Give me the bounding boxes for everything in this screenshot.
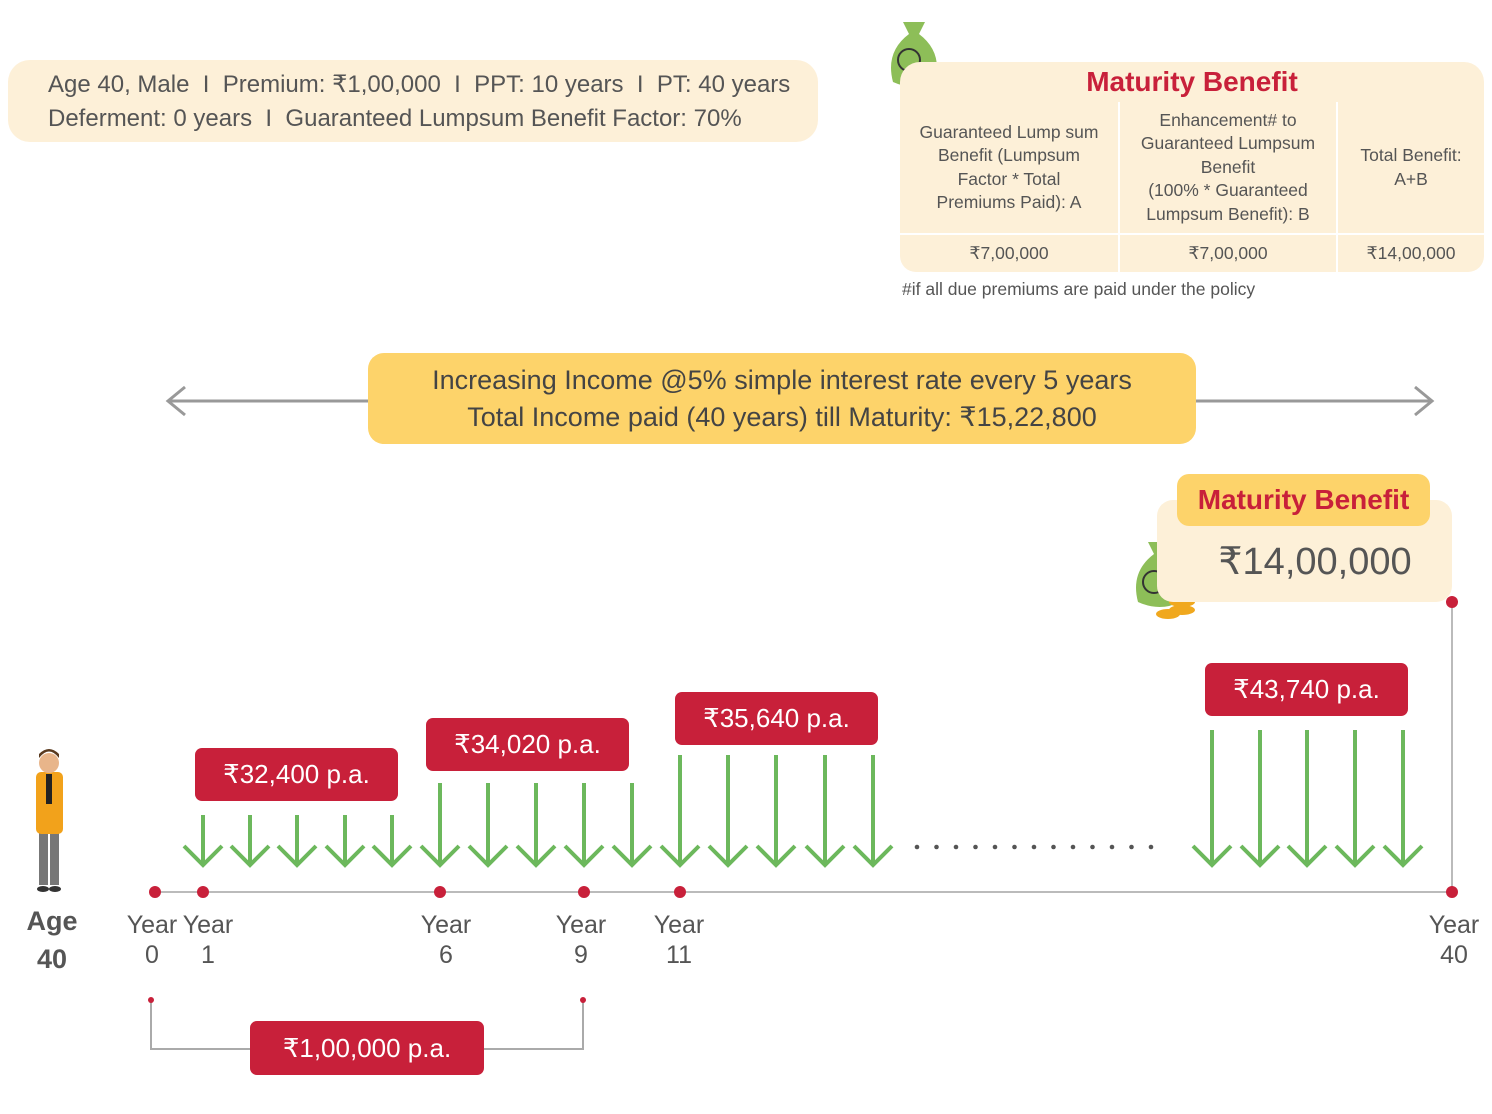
income-arrow-head <box>563 844 605 868</box>
year-number: 1 <box>201 941 215 969</box>
ellipsis-dot <box>1148 844 1154 850</box>
ellipsis-dot <box>992 844 998 850</box>
ellipsis-dot <box>1051 844 1056 850</box>
ellipsis-dot <box>1109 844 1115 850</box>
year-word: Year <box>555 911 607 939</box>
ellipsis-dot <box>953 844 959 850</box>
income-arrow-head <box>515 844 557 868</box>
ellipsis-dot <box>1129 844 1134 850</box>
header-line: Benefit <box>1200 156 1256 177</box>
ellipsis-dot <box>1012 844 1017 850</box>
timeline-dot <box>149 886 161 898</box>
income-arrow-head <box>182 844 224 868</box>
header-line: Benefit (Lumpsum <box>937 145 1080 165</box>
year-label: Year 9 <box>541 910 621 970</box>
year-word: Year <box>653 911 705 939</box>
year-label: Year 6 <box>406 910 486 970</box>
year-word: Year <box>1428 911 1480 939</box>
income-arrow-head <box>419 844 461 868</box>
income-arrow-head <box>755 844 797 868</box>
timeline-dot <box>674 886 686 898</box>
bracket-dot <box>148 997 154 1003</box>
summary-line: Deferment: 0 years I Guaranteed Lumpsum … <box>48 105 742 132</box>
income-label: ₹35,640 p.a. <box>675 692 878 745</box>
income-arrow-head <box>659 844 701 868</box>
income-label: ₹43,740 p.a. <box>1205 663 1408 716</box>
ellipsis-dot <box>934 844 939 850</box>
summary-box <box>8 60 818 142</box>
timeline-dot <box>1446 886 1458 898</box>
header-line: Total Benefit: <box>1360 145 1462 165</box>
income-arrow-head <box>276 844 318 868</box>
income-arrow-head <box>1382 844 1424 868</box>
year-number: 6 <box>439 941 453 969</box>
year-number: 11 <box>666 941 692 969</box>
income-arrow-head <box>1191 844 1233 868</box>
header-line: Factor * Total <box>957 168 1061 189</box>
header-line: Lumpsum Benefit): B <box>1146 203 1310 224</box>
ellipsis-dot <box>914 844 920 850</box>
year-number: 9 <box>574 941 588 969</box>
bracket-dot <box>580 997 586 1003</box>
header-line: A+B <box>1394 168 1428 189</box>
income-arrow-head <box>229 844 271 868</box>
income-arrow-head <box>1286 844 1328 868</box>
ellipsis-dot <box>973 844 978 850</box>
income-arrow-head <box>324 844 366 868</box>
year-word: Year <box>126 911 178 939</box>
age-number: 40 <box>36 944 68 974</box>
header-line: Guaranteed Lumpsum <box>1140 133 1316 154</box>
arrow-head-right <box>1414 385 1435 417</box>
year-label: Year 1 <box>168 910 248 970</box>
income-arrow-head <box>1334 844 1376 868</box>
year-label: Year 0 <box>112 910 192 970</box>
year-label: Year 40 <box>1414 910 1492 970</box>
maturity-dot <box>1446 596 1458 608</box>
table-header-cell: Guaranteed Lump sum Benefit (Lumpsum Facto… <box>900 102 1118 233</box>
income-arrow-head <box>852 844 894 868</box>
timeline-dot <box>578 886 590 898</box>
premium-label: ₹1,00,000 p.a. <box>250 1021 484 1075</box>
income-arrow-head <box>804 844 846 868</box>
age-label: Age 40 <box>12 902 92 978</box>
table-value-cell: ₹14,00,000 <box>1338 235 1484 272</box>
banner-line: Increasing Income @5% simple interest ra… <box>432 365 1132 395</box>
income-arrow-head <box>467 844 509 868</box>
table-header-cell: Total Benefit: A+B <box>1338 102 1484 233</box>
header-line: Enhancement# to <box>1159 109 1297 130</box>
income-label: ₹32,400 p.a. <box>195 748 398 801</box>
table-title: Maturity Benefit <box>900 62 1484 102</box>
income-arrow-head <box>611 844 653 868</box>
year-number: 0 <box>145 941 159 969</box>
header-line: Guaranteed Lump sum <box>919 121 1099 142</box>
ellipsis-dot <box>1070 844 1076 850</box>
year-label: Year 11 <box>639 910 719 970</box>
income-arrow-head <box>371 844 413 868</box>
header-line: Premiums Paid): A <box>936 192 1082 212</box>
callout-title: Maturity Benefit <box>1177 474 1430 526</box>
person-icon <box>36 749 63 892</box>
timeline-dot <box>197 886 209 898</box>
income-arrow-head <box>1239 844 1281 868</box>
income-banner: Increasing Income @5% simple interest ra… <box>368 353 1196 444</box>
callout-amount: ₹14,00,000 <box>1218 541 1412 583</box>
year-word: Year <box>420 911 472 939</box>
year-word: Year <box>182 911 234 939</box>
table-header-cell: Enhancement# to Guaranteed Lumpsum Benefit… <box>1120 102 1336 233</box>
table-value-cell: ₹7,00,000 <box>1120 235 1336 272</box>
header-line: (100% * Guaranteed <box>1148 180 1308 201</box>
footnote: #if all due premiums are paid under the … <box>902 279 1256 299</box>
age-word: Age <box>26 906 78 936</box>
year-number: 40 <box>1440 941 1468 969</box>
banner-line: Total Income paid (40 years) till Maturi… <box>467 402 1097 432</box>
income-arrow-head <box>707 844 749 868</box>
income-label: ₹34,020 p.a. <box>426 718 629 771</box>
summary-line: Age 40, Male I Premium: ₹1,00,000 I PPT:… <box>48 71 791 98</box>
ellipsis-dot <box>1031 844 1037 850</box>
table-value-cell: ₹7,00,000 <box>900 235 1118 272</box>
timeline-dot <box>434 886 446 898</box>
arrow-head-left <box>165 385 186 417</box>
ellipsis-dot <box>1090 844 1095 850</box>
